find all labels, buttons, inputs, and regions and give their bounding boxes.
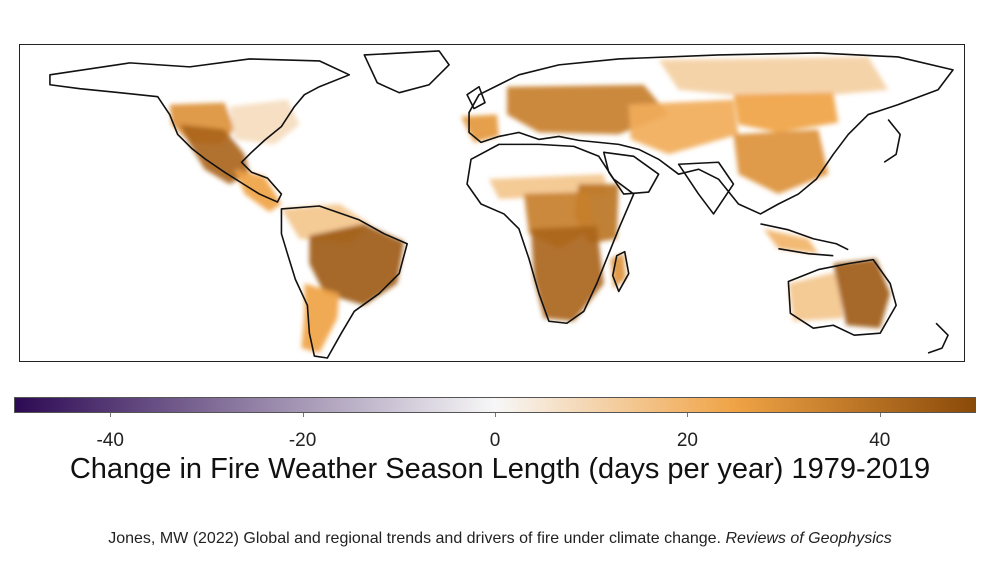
coastline-australia bbox=[787, 258, 897, 336]
world-map bbox=[19, 44, 965, 362]
coastline-north-america bbox=[49, 58, 351, 203]
citation-text: Jones, MW (2022) Global and regional tre… bbox=[108, 530, 721, 547]
region-eastern-europe bbox=[506, 84, 669, 135]
coastline-greenland bbox=[363, 50, 450, 94]
region-indonesia bbox=[763, 228, 819, 254]
citation: Jones, MW (2022) Global and regional tre… bbox=[0, 530, 1000, 548]
region-iberia bbox=[461, 114, 499, 143]
coastline-arabia bbox=[602, 151, 660, 195]
coastline-british-isles bbox=[466, 85, 486, 110]
region-mongolia-northern-china bbox=[733, 92, 839, 133]
region-southern-south-america bbox=[301, 283, 340, 354]
region-siberia bbox=[658, 56, 889, 100]
colorbar-tick-mark bbox=[687, 413, 689, 417]
colorbar-tick-label: -40 bbox=[96, 430, 124, 451]
region-eastern-united-states bbox=[229, 99, 300, 145]
region-central-asia bbox=[628, 99, 739, 155]
region-southern-china bbox=[733, 129, 829, 195]
colorbar-tick-mark bbox=[879, 413, 881, 417]
colorbar-tick-label: 0 bbox=[489, 430, 501, 451]
map-caption: Change in Fire Weather Season Length (da… bbox=[69, 453, 931, 485]
region-southern-africa bbox=[530, 225, 604, 322]
coastline-new-zealand bbox=[927, 322, 949, 354]
region-brazil bbox=[309, 223, 405, 306]
coastline-indonesia bbox=[760, 223, 849, 257]
colorbar-tick-mark bbox=[495, 413, 496, 417]
coastline-africa bbox=[466, 143, 635, 325]
coastline-europe-asia bbox=[468, 52, 954, 215]
coastline-madagascar bbox=[611, 250, 630, 293]
colorbar-tick-label: -20 bbox=[288, 430, 317, 451]
citation-journal: Reviews of Geophysics bbox=[725, 530, 892, 547]
colorbar-tick-label: 40 bbox=[869, 430, 891, 451]
coastline-south-america bbox=[280, 205, 408, 359]
colorbar-tick-label: 20 bbox=[676, 430, 698, 451]
region-mexico bbox=[179, 124, 250, 185]
region-western-australia bbox=[788, 271, 844, 322]
region-eastern-australia bbox=[833, 258, 891, 329]
coastline-india bbox=[677, 161, 735, 215]
region-central-america bbox=[234, 169, 282, 212]
colorbar-tick-mark bbox=[110, 413, 112, 417]
colorbar-tick-mark bbox=[302, 413, 304, 417]
map-svg bbox=[49, 50, 954, 359]
coastline-japan bbox=[883, 119, 901, 163]
region-arabia bbox=[604, 154, 659, 189]
colorbar bbox=[14, 397, 976, 413]
